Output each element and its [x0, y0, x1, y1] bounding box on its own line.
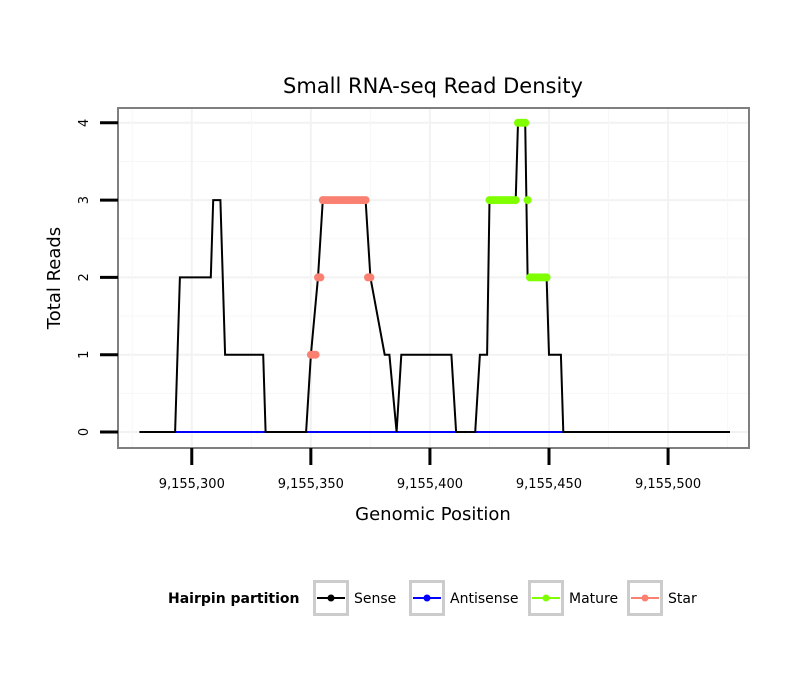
- x-tick-label: 9,155,400: [397, 477, 463, 492]
- point-mature: [523, 196, 532, 205]
- point-star: [361, 196, 370, 205]
- x-axis-title: Genomic Position: [355, 504, 511, 525]
- legend-label: Star: [668, 591, 697, 607]
- point-mature: [521, 118, 530, 127]
- series-points: [306, 118, 551, 359]
- legend-item-sense: Sense: [313, 580, 396, 616]
- legend-title: Hairpin partition: [168, 591, 299, 607]
- point-star: [366, 273, 375, 282]
- chart-title: Small RNA-seq Read Density: [283, 74, 583, 98]
- x-tick-label: 9,155,350: [278, 477, 344, 492]
- legend-label: Mature: [569, 591, 618, 607]
- legend: Hairpin partition Sense Antisense Mature St…: [168, 580, 697, 616]
- y-tick-label: 2: [77, 273, 92, 281]
- y-tick-label: 0: [77, 428, 92, 436]
- x-tick-label: 9,155,300: [159, 477, 225, 492]
- x-tick-label: 9,155,500: [635, 477, 701, 492]
- y-tick-label: 1: [77, 351, 92, 359]
- legend-item-star: Star: [627, 580, 697, 616]
- legend-item-mature: Mature: [528, 580, 618, 616]
- legend-label: Sense: [354, 591, 396, 607]
- point-mature: [511, 196, 520, 205]
- y-tick-label: 4: [77, 119, 92, 127]
- legend-key-point: [423, 594, 431, 602]
- legend-label: Antisense: [450, 591, 519, 607]
- y-tick-label: 3: [77, 196, 92, 204]
- plot-panel: [117, 107, 750, 449]
- x-axis: 9,155,300 9,155,350 9,155,400 9,155,450 9,15…: [159, 448, 701, 492]
- point-mature: [542, 273, 551, 282]
- point-star: [311, 350, 320, 359]
- x-tick-label: 9,155,450: [516, 477, 582, 492]
- y-axis: 0 1 2 3 4: [77, 119, 118, 436]
- legend-key-point: [327, 594, 335, 602]
- legend-key-point: [542, 594, 550, 602]
- point-star: [316, 273, 325, 282]
- legend-item-antisense: Antisense: [409, 580, 519, 616]
- y-axis-title: Total Reads: [44, 227, 65, 330]
- legend-key-point: [641, 594, 649, 602]
